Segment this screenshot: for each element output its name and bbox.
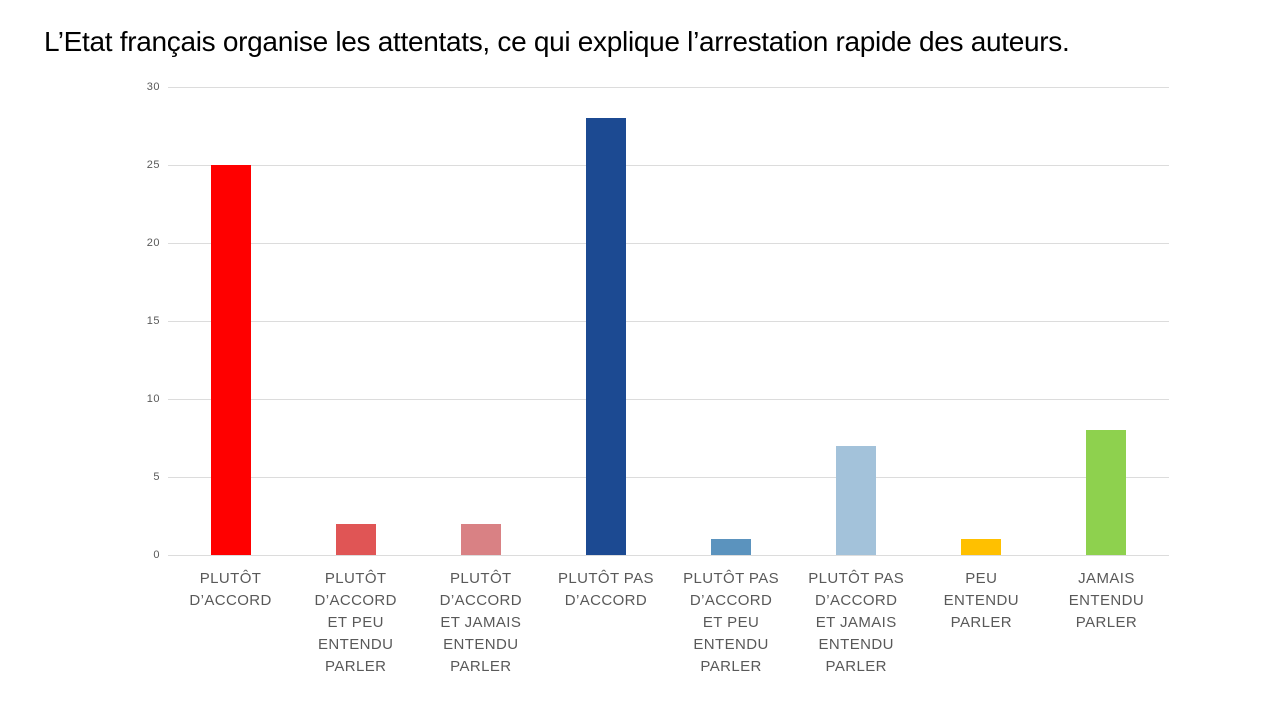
- chart-title: L’Etat français organise les attentats, …: [44, 26, 1070, 57]
- x-tick-label-6: PEU ENTENDU PARLER: [943, 570, 1019, 631]
- x-tick-label-4: PLUTÔT PAS D’ACCORD ET PEU ENTENDU PARLE…: [683, 570, 780, 675]
- bar-4: [711, 539, 752, 555]
- y-tick-label-20: 20: [146, 237, 160, 249]
- gridline-5: [168, 477, 1169, 478]
- x-tick-label-3: PLUTÔT PAS D’ACCORD: [557, 570, 654, 609]
- bar-6: [961, 539, 1002, 555]
- x-tick-label-1: PLUTÔT D’ACCORD ET PEU ENTENDU PARLER: [314, 570, 397, 675]
- bar-3: [585, 118, 626, 555]
- x-tick-label-5: PLUTÔT PAS D’ACCORD ET JAMAIS ENTENDU PA…: [808, 570, 905, 675]
- gridline-15: [168, 321, 1169, 322]
- bar-1: [335, 523, 376, 555]
- y-tick-label-0: 0: [153, 549, 160, 561]
- y-tick-label-5: 5: [153, 471, 160, 483]
- y-tick-label-25: 25: [146, 159, 160, 171]
- y-tick-label-30: 30: [146, 81, 160, 93]
- gridline-10: [168, 399, 1169, 400]
- y-tick-label-10: 10: [146, 393, 160, 405]
- gridline-0: [168, 555, 1169, 556]
- gridline-25: [168, 165, 1169, 166]
- bar-7: [1086, 430, 1127, 555]
- y-tick-label-15: 15: [146, 315, 160, 327]
- bar-5: [836, 445, 877, 555]
- x-tick-label-0: PLUTÔT D’ACCORD: [189, 570, 272, 609]
- x-tick-label-2: PLUTÔT D’ACCORD ET JAMAIS ENTENDU PARLER: [439, 570, 522, 675]
- bar-2: [460, 523, 501, 555]
- x-tick-label-7: JAMAIS ENTENDU PARLER: [1068, 570, 1145, 631]
- bar-0: [210, 165, 251, 555]
- gridline-20: [168, 243, 1169, 244]
- gridline-30: [168, 87, 1169, 88]
